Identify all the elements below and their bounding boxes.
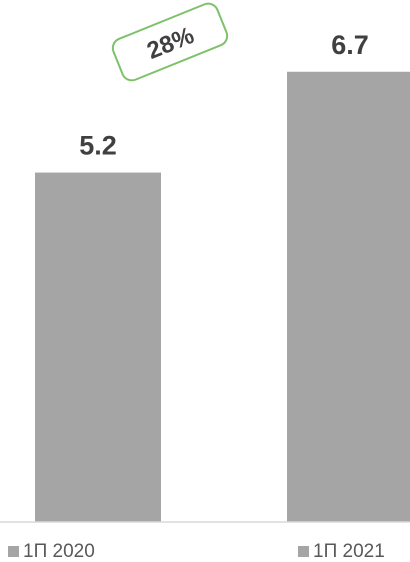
legend: 1П 2020 1П 2021 — [8, 541, 385, 562]
category-label-1: 1П 2020 — [23, 541, 95, 562]
data-label-2: 6.7 — [331, 30, 369, 60]
growth-badge: 28% — [111, 2, 229, 82]
growth-badge-frame — [111, 2, 229, 82]
bar-2 — [287, 71, 410, 522]
legend-swatch-1 — [8, 546, 19, 557]
value-labels-group: 5.2 6.7 — [79, 30, 369, 161]
bars-group — [35, 71, 410, 522]
bar-1 — [35, 172, 161, 522]
legend-swatch-2 — [298, 546, 309, 557]
category-label-2: 1П 2021 — [313, 541, 385, 562]
data-label-1: 5.2 — [79, 131, 117, 161]
